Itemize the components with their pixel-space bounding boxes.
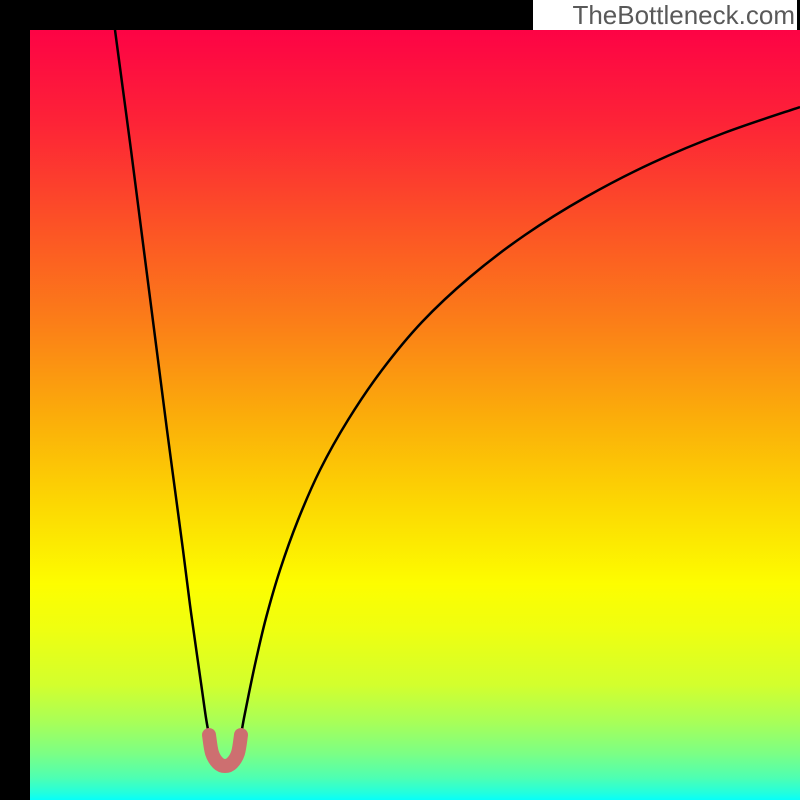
gradient-background (30, 30, 800, 800)
plot-svg (30, 30, 800, 800)
watermark-label: TheBottleneck.com (533, 0, 797, 30)
plot-area (30, 30, 800, 800)
chart-canvas: TheBottleneck.com (0, 0, 800, 800)
